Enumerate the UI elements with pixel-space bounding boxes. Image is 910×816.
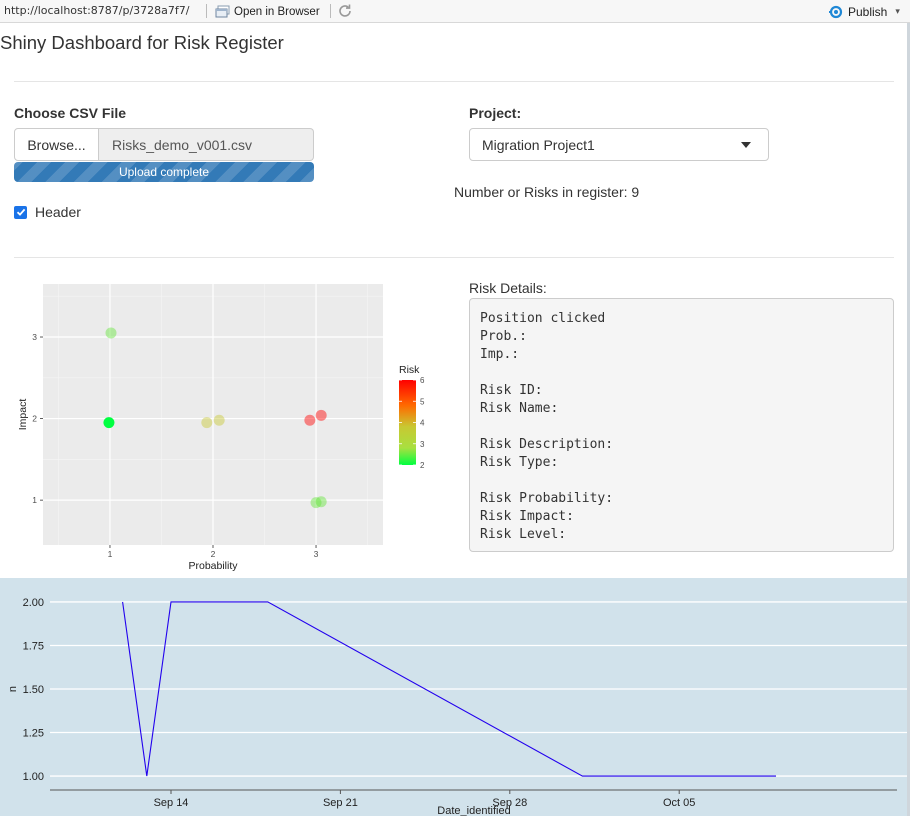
x-tick-label: Sep 28 (492, 797, 527, 809)
open-in-browser-label: Open in Browser (234, 5, 320, 18)
risk-point (103, 417, 115, 429)
risk-details-output: Position clicked Prob.: Imp.: Risk ID: Risk… (469, 298, 894, 552)
x-tick-label: Sep 14 (154, 797, 189, 809)
divider (14, 257, 894, 258)
risk-detail-line: Position clicked (480, 311, 606, 326)
chevron-down-icon (741, 142, 751, 148)
y-tick-label: 1.50 (23, 684, 44, 696)
publish-label: Publish (848, 4, 888, 19)
risk-details-label: Risk Details: (469, 280, 547, 296)
x-tick-label: Sep 21 (323, 797, 358, 809)
toolbar-divider (206, 4, 207, 18)
risk-detail-line (480, 418, 883, 436)
browser-window-icon (215, 5, 230, 18)
publish-button[interactable]: Publish ▾ (828, 3, 900, 20)
file-name-field[interactable]: Risks_demo_v001.csv (99, 128, 314, 161)
risk-detail-line (480, 472, 883, 490)
chevron-down-icon: ▾ (895, 6, 900, 16)
url-text[interactable]: http://localhost:8787/p/3728a7f7/ (4, 4, 190, 17)
risk-timeline-plot: 1.00 1.25 1.50 1.75 2.00 Sep 14 Sep 21 Sep 28 Oc… (0, 578, 907, 816)
legend-colorbar (399, 380, 416, 465)
y-axis-label: Impact (17, 399, 29, 431)
y-tick-label: 1.25 (23, 728, 44, 740)
x-tick-label: 1 (108, 549, 113, 559)
risk-point (105, 327, 117, 339)
risk-point (304, 414, 316, 426)
page-title: Shiny Dashboard for Risk Register (0, 32, 284, 53)
y-axis-label: n (7, 686, 19, 692)
risk-point (315, 409, 327, 421)
y-tick-label: 1 (32, 495, 37, 505)
x-tick-label: 2 (211, 549, 216, 559)
x-tick-label: 3 (314, 549, 319, 559)
project-select-value: Migration Project1 (482, 136, 595, 153)
risk-detail-line: Risk Description: (480, 437, 614, 452)
risk-detail-line: Risk ID: (480, 383, 543, 398)
refresh-icon[interactable] (337, 3, 353, 19)
toolbar-divider (330, 4, 331, 18)
risk-point (310, 497, 322, 509)
legend-tick-label: 2 (420, 461, 425, 470)
x-tick-label: Oct 05 (663, 797, 695, 809)
header-checkbox-row[interactable]: Header (14, 204, 81, 220)
y-tick-label: 3 (32, 332, 37, 342)
open-in-browser-button[interactable]: Open in Browser (215, 3, 320, 20)
legend-tick-label: 3 (420, 440, 425, 449)
viewer-scroll-edge (907, 23, 910, 816)
project-select[interactable]: Migration Project1 (469, 128, 769, 161)
risk-point (201, 417, 213, 429)
risk-point (315, 496, 327, 508)
legend-tick-label: 5 (420, 397, 425, 406)
risk-count-text: Number or Risks in register: 9 (454, 184, 640, 200)
y-tick-label: 2 (32, 414, 37, 424)
file-input: Browse... Risks_demo_v001.csv (14, 128, 314, 161)
risk-detail-line: Prob.: (480, 329, 527, 344)
upload-progress-text: Upload complete (118, 165, 210, 179)
checkmark-icon (16, 208, 25, 216)
viewer-toolbar: http://localhost:8787/p/3728a7f7/ Open i… (0, 0, 910, 23)
risk-detail-line: Imp.: (480, 347, 520, 362)
y-tick-label: 2.00 (23, 597, 44, 609)
upload-progress-bar: Upload complete (14, 162, 314, 182)
file-input-label: Choose CSV File (14, 105, 127, 121)
header-checkbox-label: Header (35, 204, 81, 220)
project-label: Project: (469, 105, 522, 121)
legend-tick-label: 4 (420, 419, 425, 428)
risk-detail-line: Risk Name: (480, 401, 559, 416)
y-tick-label: 1.00 (23, 771, 44, 783)
divider (14, 81, 894, 82)
x-axis-label: Date_identified (437, 805, 510, 816)
series-line (122, 601, 776, 777)
risk-detail-line: Risk Level: (480, 527, 567, 542)
browse-button[interactable]: Browse... (14, 128, 99, 161)
header-checkbox[interactable] (14, 205, 27, 219)
risk-detail-line: Risk Type: (480, 455, 559, 470)
y-tick-label: 1.75 (23, 640, 44, 652)
risk-detail-line: Risk Impact: (480, 509, 574, 524)
risk-detail-line: Risk Probability: (480, 491, 614, 506)
legend-tick-label: 6 (420, 376, 425, 385)
x-axis-label: Probability (188, 560, 238, 572)
publish-icon (829, 5, 843, 18)
risk-detail-line (480, 364, 883, 382)
legend-title: Risk (399, 364, 420, 376)
risk-point (213, 414, 225, 426)
